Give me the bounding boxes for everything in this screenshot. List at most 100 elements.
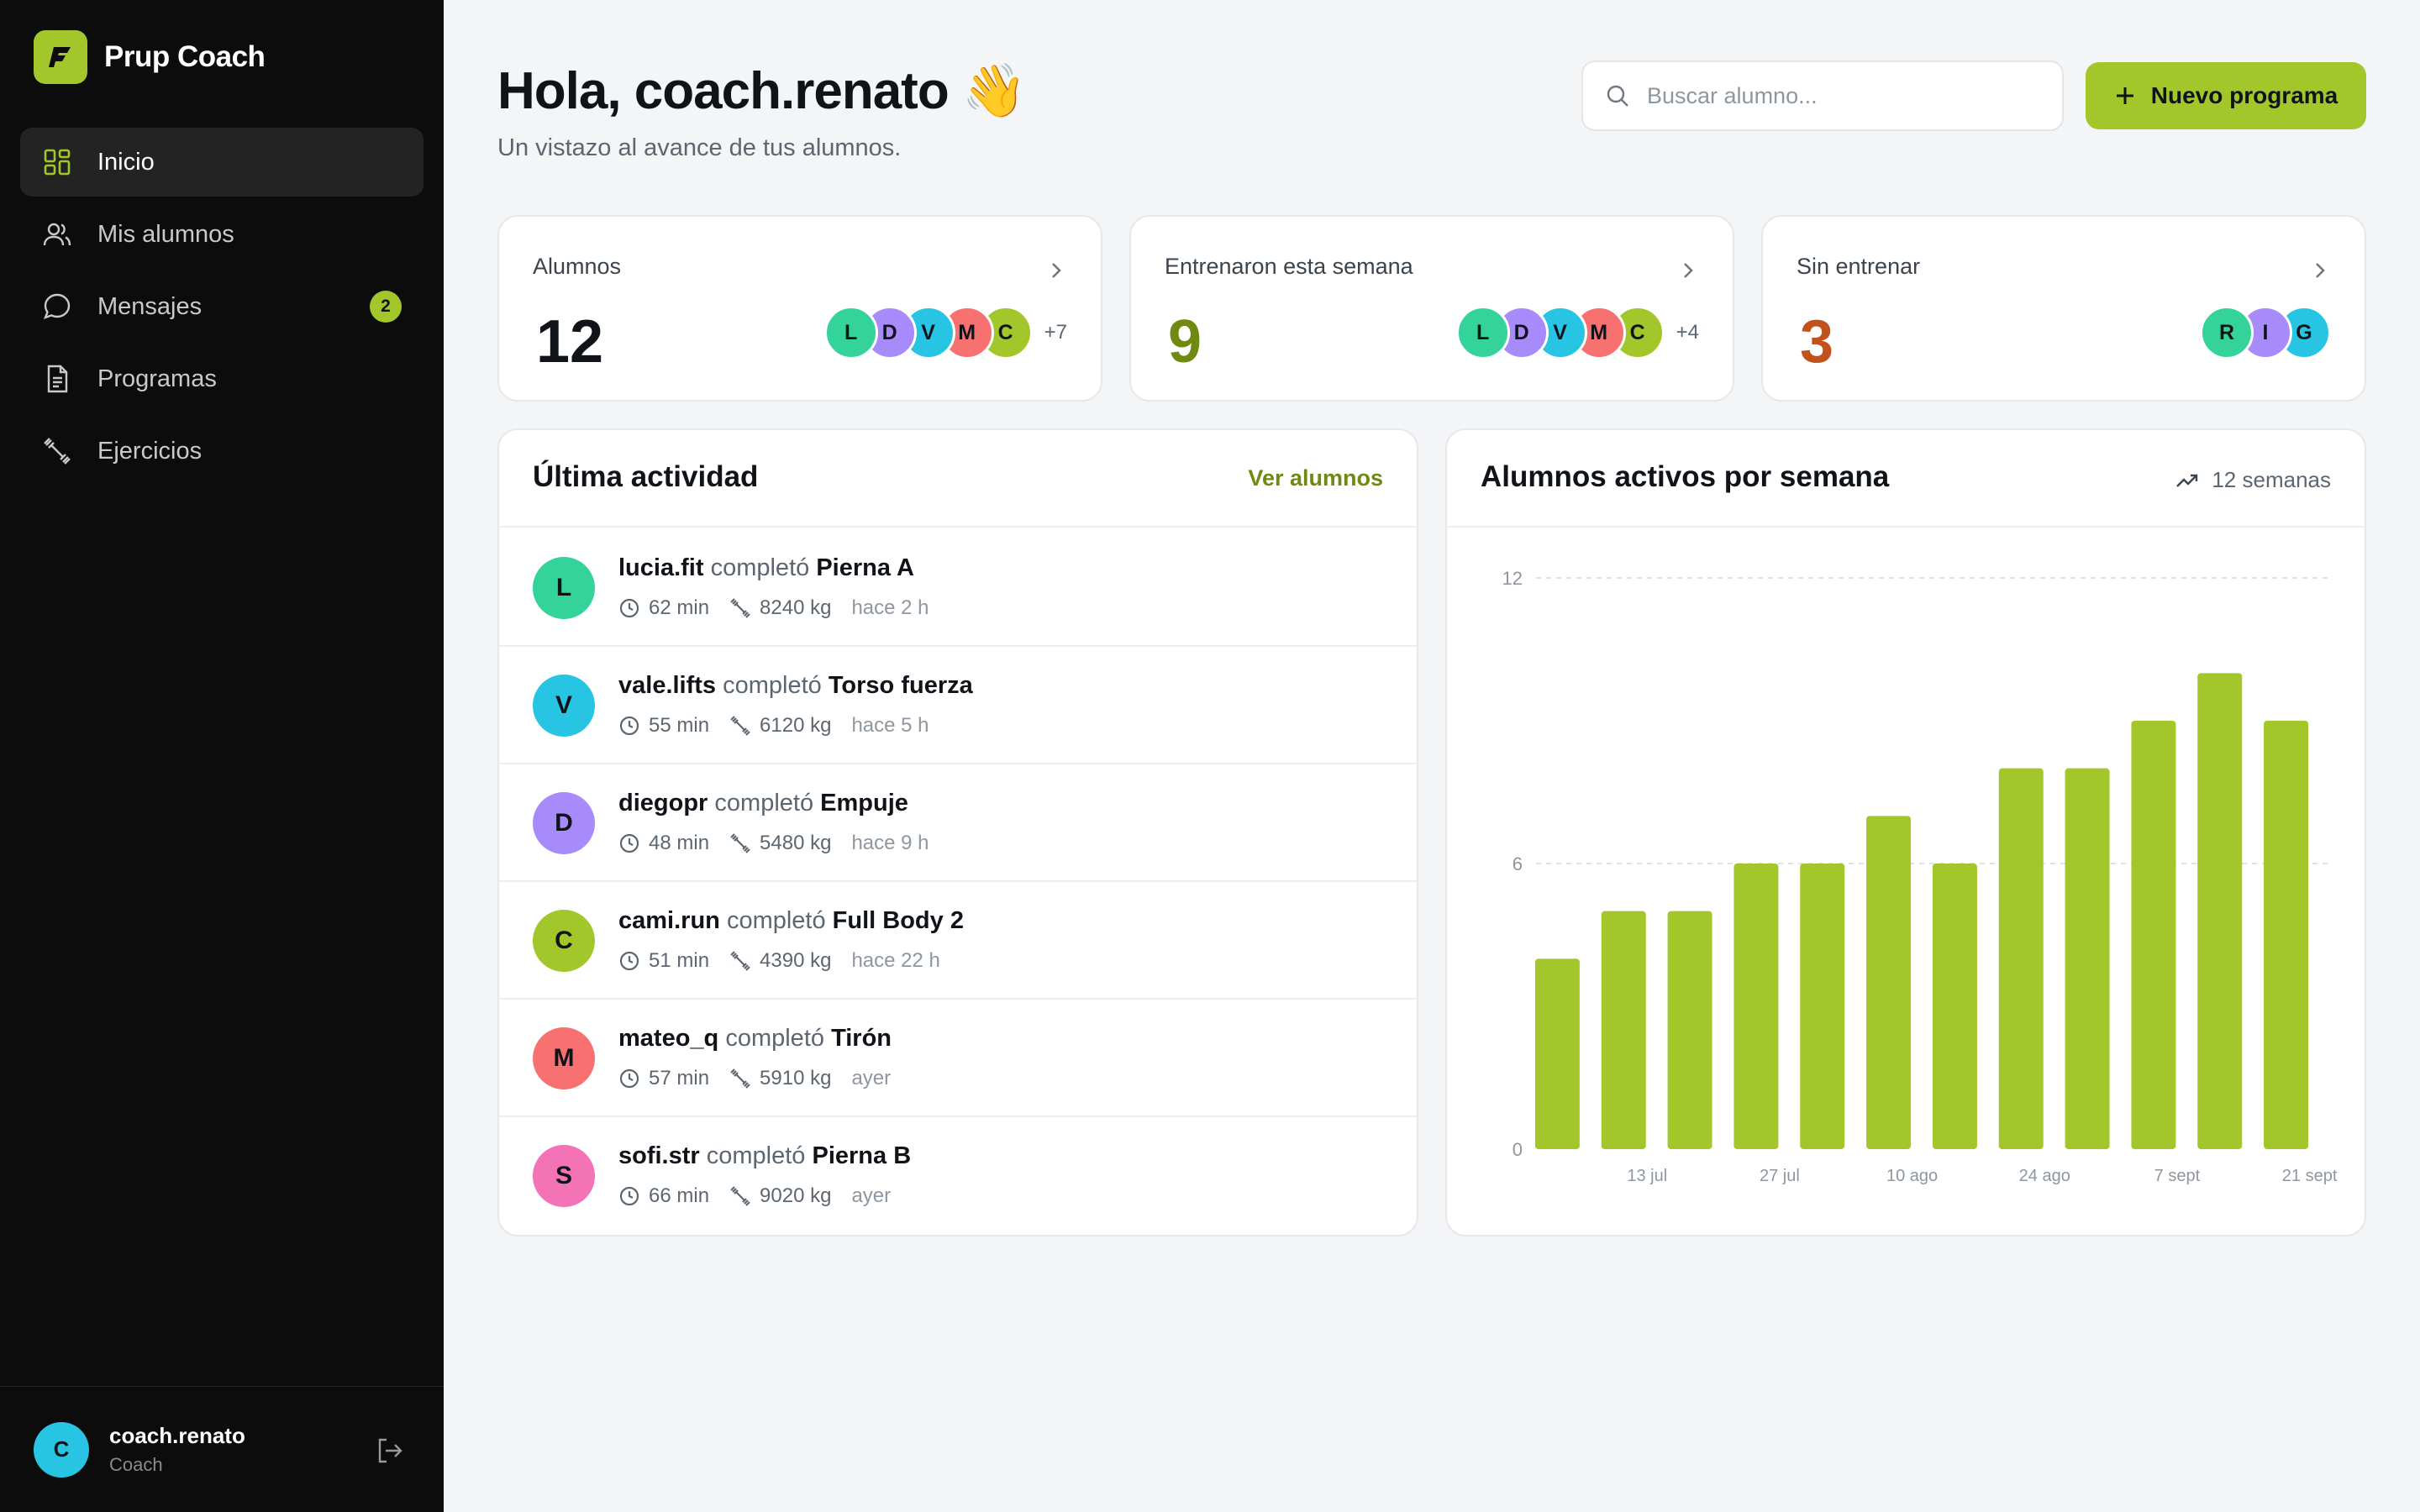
dumbbell-icon [44, 438, 71, 465]
bar-chart: 0 6 12 13 jul 27 jul 10 ago 24 ago 7 sept 21 sep… [1502, 568, 2338, 1185]
stat-value: 12 [536, 308, 604, 375]
time-ago: hace 22 h [851, 949, 940, 972]
sidebar-nav: Inicio Mis alumnos Mensajes 2 Programas [20, 128, 424, 489]
bar [1601, 911, 1646, 1149]
student-avatar[interactable]: M [533, 1027, 595, 1089]
sidebar-item-ejercicios[interactable]: Ejercicios [20, 417, 424, 486]
panel-header [499, 430, 1417, 528]
student-name[interactable]: diegopr [618, 790, 708, 816]
activity-meta: 51 min 4390 kg hace 22 h [618, 949, 940, 973]
sidebar-item-inicio[interactable]: Inicio [20, 128, 424, 197]
sidebar-item-label: Inicio [97, 148, 155, 176]
bar [2197, 673, 2243, 1149]
stat-value: 9 [1168, 308, 1202, 375]
student-avatar[interactable]: S [533, 1145, 595, 1207]
time-ago: ayer [851, 1184, 892, 1207]
stat-value: 3 [1800, 308, 1834, 375]
activity-verb: completó [706, 1142, 806, 1169]
student-name[interactable]: lucia.fit [618, 554, 704, 581]
search-box[interactable] [1581, 60, 2064, 131]
bar [2131, 721, 2176, 1149]
bar [2065, 768, 2110, 1149]
student-avatar[interactable]: R [2200, 306, 2254, 360]
search-icon [1607, 85, 1628, 107]
student-name[interactable]: sofi.str [618, 1142, 700, 1169]
clock-icon [619, 833, 639, 853]
duration: 57 min [649, 1067, 710, 1089]
dashboard-icon [44, 149, 71, 176]
student-avatar[interactable]: L [533, 557, 595, 619]
volume: 9020 kg [760, 1184, 832, 1207]
activity-meta: 48 min 5480 kg hace 9 h [618, 832, 929, 855]
student-avatar[interactable]: D [533, 792, 595, 854]
stat-label: Alumnos [533, 254, 622, 279]
ver-alumnos-link[interactable]: Ver alumnos [1248, 465, 1383, 491]
search-input[interactable] [1647, 82, 2033, 109]
user-name: coach.renato [109, 1423, 245, 1448]
workout-name: Full Body 2 [832, 907, 964, 934]
clock-icon [619, 951, 639, 971]
workout-name: Torso fuerza [828, 672, 973, 699]
sidebar-item-mis-alumnos[interactable]: Mis alumnos [20, 200, 424, 269]
brand-logo-icon [34, 30, 87, 84]
x-tick-label: 13 jul [1627, 1167, 1667, 1185]
activity-verb: completó [723, 672, 822, 699]
activity-text: diegopr completó Empuje [618, 790, 908, 817]
activity-text: lucia.fit completó Pierna A [618, 554, 914, 582]
student-avatar[interactable]: V [533, 675, 595, 737]
activity-text: cami.run completó Full Body 2 [618, 907, 964, 935]
sidebar-item-label: Ejercicios [97, 437, 203, 465]
bar [1866, 816, 1912, 1149]
logout-icon[interactable] [375, 1436, 405, 1466]
panel-header [1447, 430, 2365, 528]
user-profile: C coach.renato Coach [0, 1386, 444, 1512]
sidebar: Prup Coach Inicio Mis alumnos Mensajes 2 [0, 0, 444, 1512]
student-avatar[interactable]: L [1455, 306, 1510, 360]
volume: 5480 kg [760, 832, 832, 854]
activity-meta: 62 min 8240 kg hace 2 h [618, 596, 929, 620]
bar [2264, 721, 2309, 1149]
activity-verb: completó [725, 1025, 824, 1052]
unread-badge: 2 [370, 291, 402, 323]
stat-card-alumnos[interactable]: Alumnos 12 L D V M C +7 [497, 215, 1102, 402]
bar [1998, 768, 2044, 1149]
range-label: 12 semanas [2212, 467, 2331, 492]
x-tick-label: 10 ago [1886, 1167, 1938, 1185]
student-name[interactable]: cami.run [618, 907, 720, 934]
bar [1932, 864, 1977, 1149]
new-program-button[interactable]: Nuevo programa [2086, 62, 2366, 129]
bar [1667, 911, 1712, 1149]
x-tick-label: 24 ago [2019, 1167, 2070, 1185]
duration: 55 min [649, 714, 710, 737]
clock-icon [619, 1186, 639, 1206]
message-icon [43, 293, 71, 320]
range-selector[interactable]: 12 semanas [2175, 467, 2331, 493]
user-avatar[interactable]: C [34, 1421, 89, 1478]
chevron-right-icon [2316, 263, 2325, 278]
student-name[interactable]: mateo_q [618, 1025, 719, 1052]
student-name[interactable]: vale.lifts [618, 672, 717, 699]
sidebar-item-mensajes[interactable]: Mensajes 2 [20, 272, 424, 341]
x-tick-label: 27 jul [1760, 1167, 1800, 1185]
student-avatar[interactable]: C [533, 910, 595, 972]
chevron-right-icon [1052, 263, 1061, 278]
student-avatar[interactable]: L [823, 306, 878, 360]
workout-name: Empuje [820, 790, 908, 816]
activity-text: vale.lifts completó Torso fuerza [618, 672, 973, 700]
stat-card-entrenaron[interactable]: Entrenaron esta semana 9 L D V M C +4 [1129, 215, 1734, 402]
duration: 48 min [649, 832, 710, 854]
sidebar-item-label: Programas [97, 365, 217, 392]
workout-name: Pierna A [816, 554, 914, 581]
brand[interactable]: Prup Coach [34, 30, 266, 84]
sidebar-item-programas[interactable]: Programas [20, 344, 424, 413]
page-subtitle: Un vistazo al avance de tus alumnos. [497, 134, 902, 161]
